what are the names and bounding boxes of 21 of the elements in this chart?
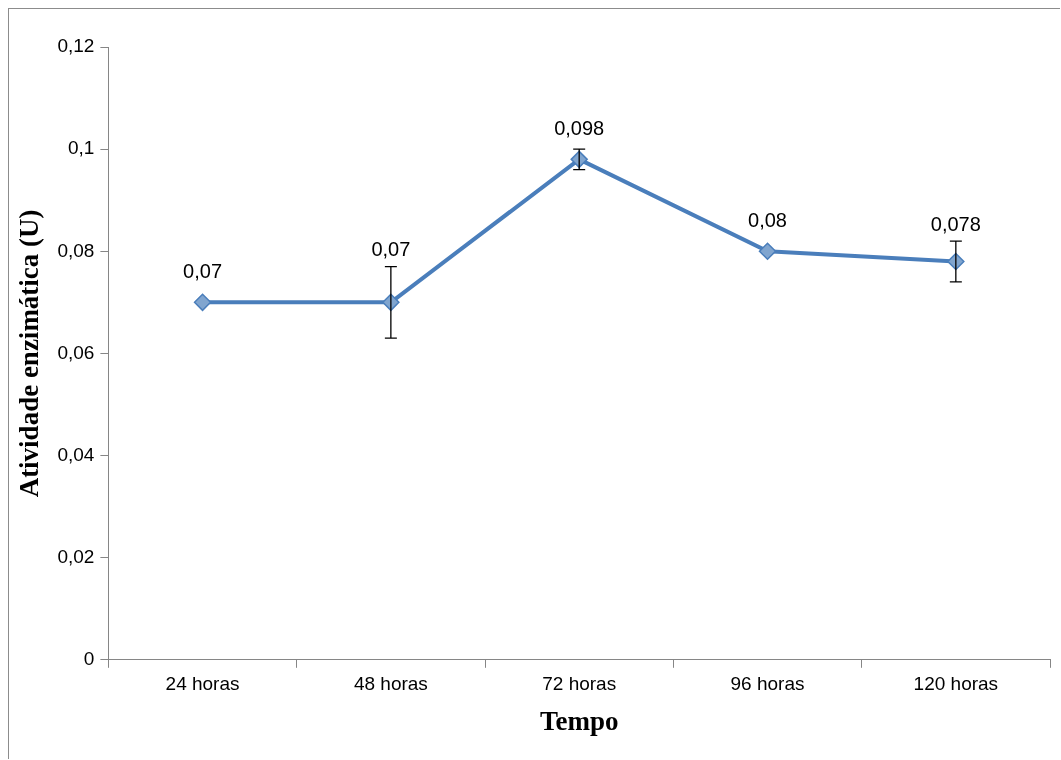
data-label: 0,098 xyxy=(554,116,605,139)
y-tick-label: 0,12 xyxy=(57,35,95,57)
x-tick-label: 72 horas xyxy=(542,673,617,695)
point xyxy=(193,293,212,312)
y-tick-label: 0,08 xyxy=(57,239,95,261)
y-axis-title: Atividade enzimática (U) xyxy=(14,209,45,498)
y-tick-label: 0,06 xyxy=(57,341,95,363)
x-tick-label: 96 horas xyxy=(730,673,805,695)
y-tick-label: 0 xyxy=(83,648,95,670)
y-tick-label: 0,1 xyxy=(67,137,95,159)
data-label: 0,078 xyxy=(930,212,981,235)
data-label: 0,07 xyxy=(183,259,223,282)
y-tick-label: 0,04 xyxy=(57,443,95,465)
x-axis-title: Tempo xyxy=(539,705,619,736)
x-tick-label: 24 horas xyxy=(165,673,240,695)
x-tick-label: 48 horas xyxy=(353,673,428,695)
data-label: 0,07 xyxy=(371,238,411,261)
y-tick-label: 0,02 xyxy=(57,545,95,567)
point xyxy=(758,242,777,261)
x-tick-label: 120 horas xyxy=(913,673,999,695)
data-label: 0,08 xyxy=(748,208,787,231)
